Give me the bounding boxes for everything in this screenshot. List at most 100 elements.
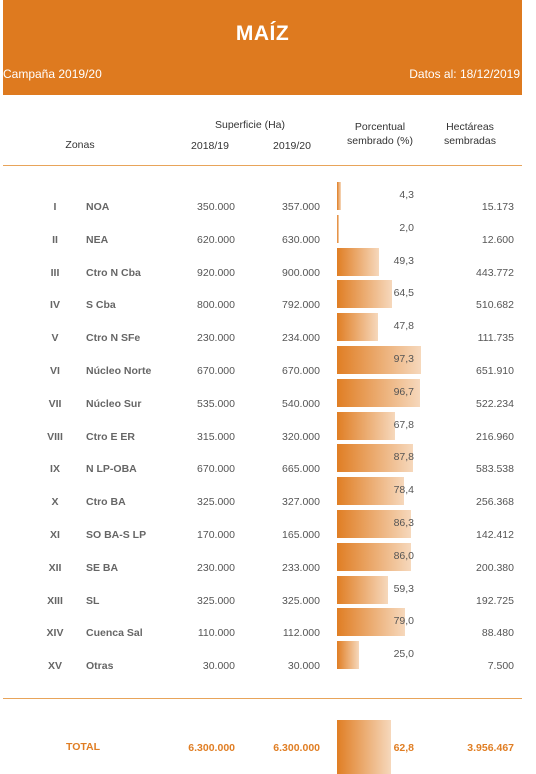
- area-2019-20: 112.000: [282, 627, 320, 640]
- area-2018-19: 30.000: [202, 660, 235, 673]
- pct-bar: [337, 444, 413, 473]
- area-2018-19: 230.000: [197, 332, 235, 345]
- zone-name: S Cba: [86, 299, 116, 312]
- hectares-sown: 583.538: [476, 463, 514, 476]
- campaign-label: Campaña 2019/20: [3, 67, 102, 81]
- header-divider: [3, 165, 522, 166]
- total-label: TOTAL: [66, 741, 101, 753]
- zone-name: Ctro N SFe: [86, 332, 141, 345]
- header-hectareas: Hectáreas sembradas: [425, 120, 515, 148]
- pct-label: 79,0: [393, 615, 414, 628]
- header-hectareas-line2: sembradas: [444, 135, 496, 147]
- zone-name: Ctro N Cba: [86, 266, 141, 279]
- pct-label: 87,8: [393, 451, 414, 464]
- area-2018-19: 800.000: [197, 299, 235, 312]
- zone-number: III: [50, 266, 60, 279]
- hectares-sown: 216.960: [476, 430, 514, 443]
- pct-label: 96,7: [393, 385, 414, 398]
- area-2019-20: 357.000: [282, 201, 320, 213]
- zone-name: N LP-OBA: [86, 463, 137, 476]
- pct-label: 49,3: [393, 254, 414, 267]
- area-2019-20: 540.000: [282, 397, 320, 410]
- pct-label: 47,8: [393, 320, 414, 333]
- zone-name: SO BA-S LP: [86, 529, 147, 541]
- zone-name: Ctro BA: [86, 496, 126, 509]
- zone-number: XV: [47, 660, 62, 673]
- pct-bar: [337, 542, 411, 571]
- hectares-sown: 192.725: [476, 594, 514, 607]
- area-2018-19: 350.000: [197, 201, 235, 213]
- header-zonas: Zonas: [65, 139, 95, 151]
- zone-name: Otras: [86, 660, 114, 673]
- zone-name: SE BA: [86, 561, 119, 574]
- zone-name: Ctro E ER: [86, 430, 136, 443]
- pct-bar: [337, 182, 341, 210]
- header-hectareas-line1: Hectáreas: [446, 121, 494, 133]
- total-area-2019-20: 6.300.000: [273, 742, 320, 754]
- area-2019-20: 234.000: [282, 332, 320, 345]
- hectares-sown: 7.500: [487, 660, 514, 673]
- zone-number: VI: [50, 365, 60, 377]
- area-2018-19: 620.000: [197, 233, 235, 246]
- hectares-sown: 12.600: [481, 233, 514, 246]
- pct-bar: [337, 214, 339, 243]
- hectares-sown: 256.368: [476, 496, 514, 509]
- pct-label: 67,8: [393, 418, 414, 431]
- pct-bar: [337, 477, 405, 506]
- pct-label: 86,3: [393, 517, 414, 529]
- pct-bar: [337, 608, 405, 637]
- total-pct-bar: [337, 720, 391, 774]
- hectares-sown: 15.173: [481, 201, 514, 213]
- area-2019-20: 630.000: [282, 233, 320, 246]
- hectares-sown: 651.910: [476, 365, 514, 377]
- total-hectares-sown: 3.956.467: [467, 742, 514, 754]
- area-2018-19: 110.000: [197, 627, 235, 640]
- zone-name: NOA: [86, 201, 110, 213]
- area-2019-20: 165.000: [282, 529, 320, 541]
- header-porcentual: Porcentual sembrado (%): [330, 120, 430, 148]
- pct-bar: [337, 313, 379, 342]
- total-pct-label: 62,8: [393, 742, 414, 754]
- total-area-2018-19: 6.300.000: [188, 742, 235, 754]
- pct-bar: [337, 641, 359, 670]
- area-2018-19: 325.000: [197, 594, 235, 607]
- area-2018-19: 325.000: [197, 496, 235, 509]
- pct-bar: [337, 510, 412, 538]
- zone-number: VIII: [47, 430, 63, 443]
- area-2019-20: 233.000: [282, 561, 320, 574]
- area-2019-20: 792.000: [282, 299, 320, 312]
- zone-name: Cuenca Sal: [86, 627, 143, 640]
- pct-label: 25,0: [393, 648, 414, 661]
- header-year-2: 2019/20: [273, 140, 311, 152]
- area-2018-19: 315.000: [197, 430, 235, 443]
- zone-number: I: [53, 201, 57, 213]
- pct-label: 4,3: [399, 189, 414, 201]
- zone-name: Núcleo Sur: [86, 397, 142, 410]
- hectares-sown: 510.682: [476, 299, 514, 312]
- zone-number: XII: [48, 561, 62, 574]
- area-2018-19: 670.000: [197, 463, 235, 476]
- area-2018-19: 230.000: [197, 561, 235, 574]
- hectares-sown: 200.380: [476, 561, 514, 574]
- area-2019-20: 665.000: [282, 463, 320, 476]
- area-2018-19: 170.000: [197, 529, 235, 541]
- area-2019-20: 325.000: [282, 594, 320, 607]
- zone-number: X: [51, 496, 59, 509]
- area-2019-20: 900.000: [282, 266, 320, 279]
- pct-label: 86,0: [393, 549, 414, 562]
- hectares-sown: 142.412: [476, 529, 514, 541]
- header-superficie: Superficie (Ha): [214, 119, 286, 131]
- pct-label: 78,4: [393, 484, 414, 497]
- zone-name: SL: [86, 594, 100, 607]
- zone-number: XI: [50, 529, 60, 541]
- zone-number: VII: [48, 397, 62, 410]
- hectares-sown: 111.735: [477, 332, 514, 345]
- zone-number: V: [51, 332, 59, 345]
- area-2018-19: 535.000: [197, 397, 235, 410]
- hectares-sown: 522.234: [476, 397, 514, 410]
- total-divider: [3, 698, 522, 699]
- pct-label: 97,3: [393, 353, 414, 365]
- header-porcentual-line1: Porcentual: [354, 121, 406, 133]
- zone-number: II: [52, 233, 58, 246]
- hectares-sown: 88.480: [481, 627, 514, 640]
